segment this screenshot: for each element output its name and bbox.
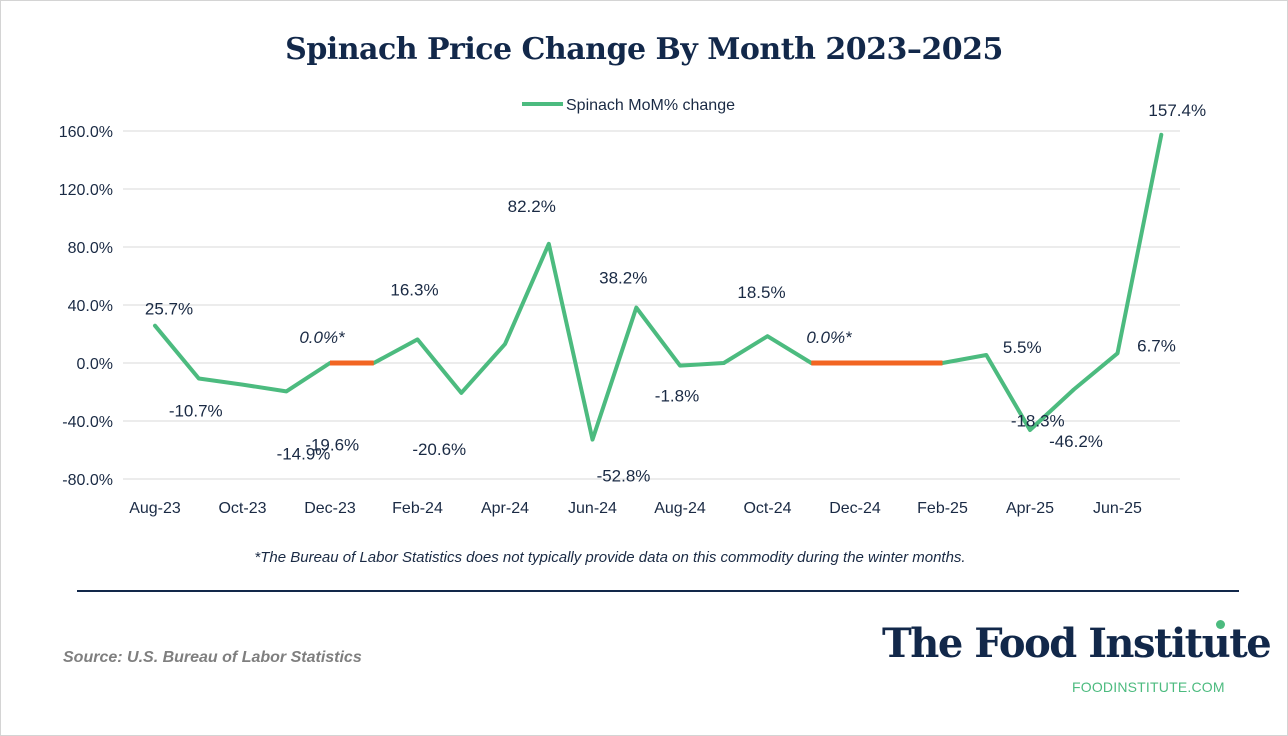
line-chart: -80.0% -40.0% 0.0% 40.0% 80.0% 120.0% 160.0% A… <box>59 97 1206 517</box>
gridlines <box>123 130 1180 480</box>
data-label: -1.8% <box>655 387 699 406</box>
x-tick-label: Jun-25 <box>1093 500 1142 517</box>
x-tick-label: Dec-24 <box>829 500 881 517</box>
data-label: 5.5% <box>1003 338 1042 357</box>
data-label: -19.6% <box>305 435 359 454</box>
data-labels: 25.7% -10.7% -14.9%-19.6% 0.0%* 16.3% -20.6% 8… <box>145 101 1206 486</box>
data-label: -20.6% <box>412 440 466 459</box>
y-tick-label: 160.0% <box>59 124 113 141</box>
y-tick-label: 40.0% <box>68 298 113 315</box>
series-line <box>153 132 1164 442</box>
y-axis: -80.0% -40.0% 0.0% 40.0% 80.0% 120.0% 160.0% <box>59 124 113 489</box>
x-tick-label: Feb-24 <box>392 500 443 517</box>
y-tick-label: 80.0% <box>68 240 113 257</box>
x-tick-label: Apr-24 <box>481 500 529 517</box>
x-tick-label: Aug-24 <box>654 500 706 517</box>
x-tick-label: Jun-24 <box>568 500 617 517</box>
x-tick-label: Dec-23 <box>304 500 356 517</box>
chart-title: Spinach Price Change By Month 2023–2025 <box>285 32 1003 67</box>
y-tick-label: -80.0% <box>62 472 113 489</box>
data-label: 0.0%* <box>806 328 853 347</box>
x-tick-label: Oct-24 <box>743 500 791 517</box>
y-tick-label: -40.0% <box>62 414 113 431</box>
data-label: -46.2% <box>1049 432 1103 451</box>
data-label: 0.0%* <box>299 328 346 347</box>
y-tick-label: 120.0% <box>59 182 113 199</box>
brand-logo-dot <box>1216 620 1225 629</box>
data-label: 38.2% <box>599 269 647 288</box>
series <box>153 132 1164 442</box>
legend: Spinach MoM% change <box>522 97 735 114</box>
data-label: -10.7% <box>169 402 223 421</box>
footnote: *The Bureau of Labor Statistics does not… <box>254 549 966 566</box>
legend-label: Spinach MoM% change <box>566 97 735 114</box>
x-tick-label: Aug-23 <box>129 500 181 517</box>
source-note: Source: U.S. Bureau of Labor Statistics <box>63 649 362 666</box>
x-axis: Aug-23 Oct-23 Dec-23 Feb-24 Apr-24 Jun-24 Aug-… <box>129 500 1142 517</box>
data-label: 16.3% <box>390 280 438 299</box>
data-label: 6.7% <box>1137 336 1176 355</box>
data-label: 82.2% <box>508 197 556 216</box>
x-tick-label: Oct-23 <box>218 500 266 517</box>
brand-logo: The Food Institute <box>882 620 1272 667</box>
x-tick-label: Feb-25 <box>917 500 968 517</box>
data-label: -18.3% <box>1011 412 1065 431</box>
x-tick-label: Apr-25 <box>1006 500 1054 517</box>
data-label: -52.8% <box>597 467 651 486</box>
y-tick-label: 0.0% <box>77 356 113 373</box>
data-label: 25.7% <box>145 300 193 319</box>
brand-url[interactable]: FOODINSTITUTE.COM <box>1072 679 1225 695</box>
data-label: 157.4% <box>1148 101 1206 120</box>
data-label: -14.9% <box>277 445 331 464</box>
data-label: 18.5% <box>737 283 785 302</box>
divider <box>77 590 1239 592</box>
